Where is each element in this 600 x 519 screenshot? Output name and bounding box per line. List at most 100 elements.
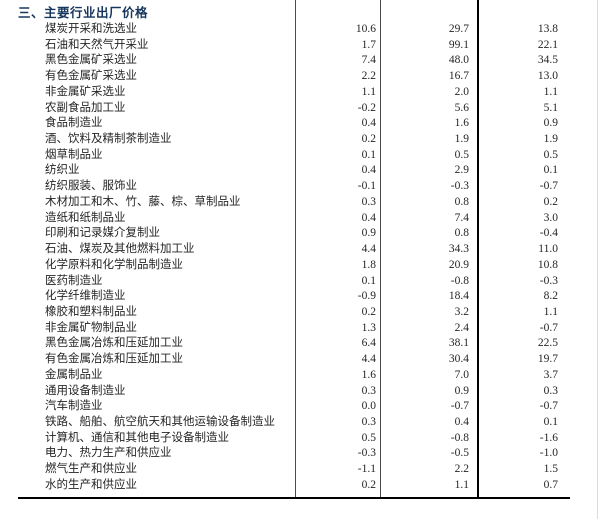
- value-col3: 13.8: [537, 23, 558, 35]
- value-col1: 0.2: [361, 478, 376, 491]
- industry-name: 化学原料和化学制品制造业: [45, 258, 183, 271]
- value-col3: 0.3: [543, 384, 558, 397]
- value-col3: 1.5: [543, 463, 558, 476]
- table-row: 金属制品业 1.6 7.0 3.7: [0, 368, 600, 384]
- table-row: 酒、饮料及精制茶制造业 0.2 1.9 1.9: [0, 132, 600, 148]
- value-col2: 0.5: [454, 148, 469, 161]
- value-col1: 0.4: [361, 211, 376, 224]
- industry-name: 非金属矿采选业: [45, 85, 126, 98]
- value-col3: 0.2: [543, 195, 558, 208]
- value-col2: 2.9: [454, 164, 469, 177]
- table-row: 计算机、通信和其他电子设备制造业 0.5 -0.8 -1.6: [0, 431, 600, 447]
- value-col2: 2.4: [454, 321, 469, 334]
- table-row: 医药制造业 0.1 -0.8 -0.3: [0, 274, 600, 290]
- value-col3: 5.1: [543, 101, 558, 114]
- value-col3: 0.1: [543, 415, 558, 428]
- price-table: 煤炭开采和洗选业 10.6 29.7 13.8 石油和天然气开采业 1.7 99…: [0, 22, 600, 494]
- value-col3: -0.7: [539, 321, 558, 334]
- industry-name: 医药制造业: [45, 274, 103, 287]
- value-col3: 0.5: [543, 148, 558, 161]
- value-col1: 0.1: [361, 148, 376, 161]
- value-col1: 1.6: [361, 368, 376, 381]
- value-col1: 1.1: [361, 85, 376, 98]
- value-col3: 1.9: [543, 133, 558, 146]
- value-col2: 30.4: [448, 353, 469, 366]
- industry-name: 农副食品加工业: [45, 101, 126, 114]
- value-col3: 0.1: [543, 164, 558, 177]
- value-col1: 0.2: [361, 305, 376, 318]
- value-col1: 0.3: [361, 415, 376, 428]
- value-col3: 34.5: [537, 54, 558, 67]
- value-col3: -1.6: [539, 431, 558, 444]
- value-col2: 2.0: [454, 85, 469, 98]
- industry-name: 有色金属矿采选业: [45, 70, 137, 83]
- value-col3: 11.0: [538, 243, 558, 256]
- value-col3: 19.7: [537, 353, 558, 366]
- value-col3: 10.8: [537, 258, 558, 271]
- value-col2: 3.2: [454, 305, 469, 318]
- value-col3: -0.7: [539, 400, 558, 413]
- value-col3: 1.1: [543, 85, 558, 98]
- industry-name: 电力、热力生产和供应业: [45, 447, 172, 460]
- industry-name: 酒、饮料及精制茶制造业: [45, 133, 172, 146]
- value-col1: 4.4: [361, 243, 376, 256]
- table-row: 黑色金属矿采选业 7.4 48.0 34.5: [0, 53, 600, 69]
- value-col1: 1.3: [361, 321, 376, 334]
- value-col3: -0.3: [539, 274, 558, 287]
- industry-name: 计算机、通信和其他电子设备制造业: [45, 431, 229, 444]
- value-col3: 22.1: [537, 38, 558, 51]
- value-col2: 0.9: [454, 384, 469, 397]
- value-col2: -0.3: [450, 180, 469, 193]
- value-col2: 0.8: [454, 227, 469, 240]
- table-row: 食品制造业 0.4 1.6 0.9: [0, 116, 600, 132]
- value-col2: 20.9: [448, 258, 469, 271]
- value-col3: 3.7: [543, 368, 558, 381]
- value-col1: 7.4: [361, 54, 376, 67]
- industry-name: 通用设备制造业: [45, 384, 126, 397]
- table-row: 电力、热力生产和供应业 -0.3 -0.5 -1.0: [0, 446, 600, 462]
- value-col2: 7.0: [454, 368, 469, 381]
- table-row: 化学原料和化学制品制造业 1.8 20.9 10.8: [0, 258, 600, 274]
- value-col2: 2.2: [454, 463, 469, 476]
- value-col2: -0.8: [450, 274, 469, 287]
- value-col1: 0.9: [361, 227, 376, 240]
- table-row: 水的生产和供应业 0.2 1.1 0.7: [0, 478, 600, 494]
- value-col1: 0.1: [361, 274, 376, 287]
- value-col2: 18.4: [448, 290, 469, 303]
- value-col2: 99.1: [448, 38, 469, 51]
- column-divider-2: [380, 0, 381, 498]
- value-col1: -0.1: [357, 180, 376, 193]
- value-col3: 1.1: [543, 305, 558, 318]
- value-col1: 0.2: [361, 133, 376, 146]
- value-col1: -0.3: [357, 447, 376, 460]
- table-row: 纺织业 0.4 2.9 0.1: [0, 163, 600, 179]
- value-col1: 0.5: [361, 431, 376, 444]
- value-col1: 0.3: [361, 195, 376, 208]
- table-row: 非金属矿物制品业 1.3 2.4 -0.7: [0, 321, 600, 337]
- table-row: 有色金属冶炼和压延加工业 4.4 30.4 19.7: [0, 352, 600, 368]
- table-row: 黑色金属冶炼和压延加工业 6.4 38.1 22.5: [0, 336, 600, 352]
- value-col3: -0.4: [539, 227, 558, 240]
- industry-name: 金属制品业: [45, 368, 103, 381]
- industry-name: 印刷和记录媒介复制业: [45, 227, 160, 240]
- table-row: 燃气生产和供应业 -1.1 2.2 1.5: [0, 462, 600, 478]
- value-col2: 5.6: [454, 101, 469, 114]
- value-col3: 8.2: [543, 290, 558, 303]
- industry-name: 木材加工和木、竹、藤、棕、草制品业: [45, 195, 241, 208]
- value-col3: 13.0: [537, 70, 558, 83]
- value-col2: 34.3: [448, 243, 469, 256]
- value-col2: 1.6: [454, 117, 469, 130]
- industry-name: 有色金属冶炼和压延加工业: [45, 353, 183, 366]
- column-divider-1: [295, 0, 296, 498]
- table-row: 铁路、船舶、航空航天和其他运输设备制造业 0.3 0.4 0.1: [0, 415, 600, 431]
- value-col1: -0.2: [357, 101, 376, 114]
- table-row: 烟草制品业 0.1 0.5 0.5: [0, 148, 600, 164]
- value-col1: 1.7: [361, 38, 376, 51]
- value-col1: 1.8: [361, 258, 376, 271]
- table-row: 有色金属矿采选业 2.2 16.7 13.0: [0, 69, 600, 85]
- table-row: 化学纤维制造业 -0.9 18.4 8.2: [0, 289, 600, 305]
- value-col2: -0.5: [450, 447, 469, 460]
- table-row: 通用设备制造业 0.3 0.9 0.3: [0, 384, 600, 400]
- value-col1: 6.4: [361, 337, 376, 350]
- column-divider-3: [477, 0, 479, 498]
